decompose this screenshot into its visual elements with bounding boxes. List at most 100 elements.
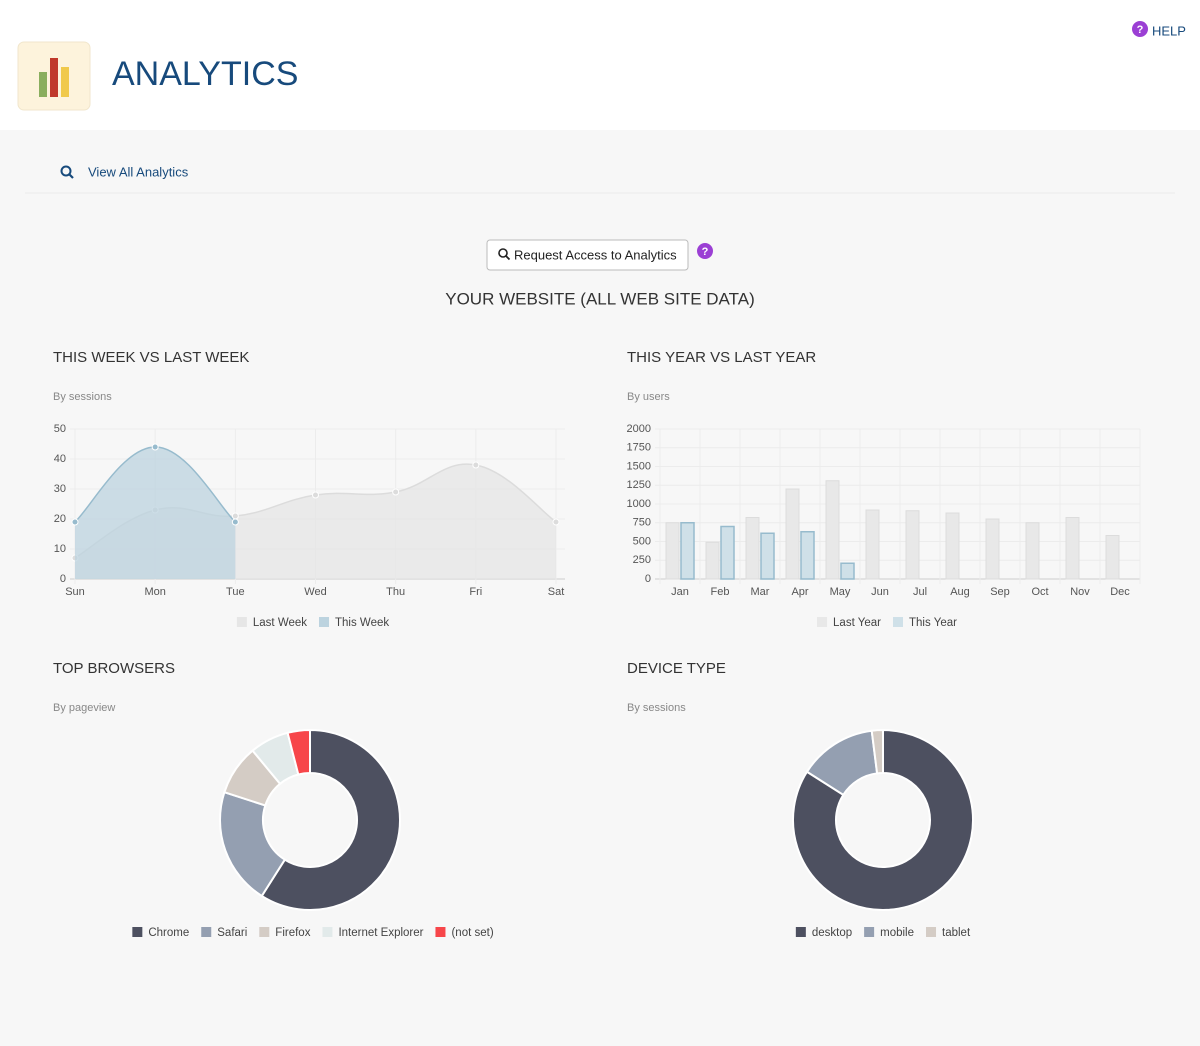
legend-label: Internet Explorer bbox=[338, 927, 423, 939]
legend-swatch bbox=[435, 927, 446, 937]
request-button-label[interactable]: Request Access to Analytics bbox=[514, 247, 677, 262]
x-tick-label: Oct bbox=[1031, 586, 1048, 598]
logo-bar bbox=[50, 58, 58, 97]
legend-label: Last Week bbox=[253, 617, 307, 629]
slice bbox=[286, 728, 311, 776]
bar bbox=[760, 532, 775, 580]
x-tick-label: Sat bbox=[548, 586, 565, 598]
button-icon bbox=[498, 248, 508, 258]
legend-swatch bbox=[795, 927, 806, 937]
x-tick-label: Apr bbox=[791, 586, 808, 598]
x-tick-label: May bbox=[830, 586, 851, 598]
bar bbox=[840, 562, 855, 580]
bar bbox=[1025, 522, 1040, 580]
bar bbox=[705, 541, 720, 580]
y-tick-label: 1750 bbox=[627, 442, 651, 454]
x-tick-label: Nov bbox=[1070, 586, 1090, 598]
y-tick-label: 500 bbox=[633, 535, 651, 547]
help-link[interactable]: HELP bbox=[1152, 23, 1186, 38]
search-icon bbox=[60, 165, 72, 177]
y-tick-label: 250 bbox=[633, 554, 651, 566]
legend-swatch bbox=[236, 617, 247, 627]
x-tick-label: Dec bbox=[1110, 586, 1130, 598]
bar bbox=[720, 525, 735, 580]
legend-label: This Week bbox=[335, 617, 389, 629]
y-tick-label: 0 bbox=[60, 573, 66, 585]
x-tick-label: Sep bbox=[990, 586, 1010, 598]
slice bbox=[260, 728, 401, 911]
page-title: ANALYTICS bbox=[112, 55, 298, 93]
bar bbox=[665, 522, 680, 580]
legend-swatch bbox=[132, 927, 143, 937]
request-button[interactable] bbox=[486, 239, 689, 271]
y-tick-label: 40 bbox=[54, 453, 66, 465]
legend-swatch bbox=[319, 617, 330, 627]
y-tick-label: 50 bbox=[54, 423, 66, 435]
chart-subtitle: By sessions bbox=[53, 391, 112, 403]
logo-bar bbox=[61, 67, 69, 97]
info-icon[interactable] bbox=[697, 243, 713, 259]
chart-title: TOP BROWSERS bbox=[53, 660, 175, 677]
point bbox=[151, 443, 159, 451]
legend-label: Last Year bbox=[833, 617, 881, 629]
info-icon-glyph: ? bbox=[702, 246, 709, 258]
bar bbox=[745, 517, 760, 580]
bar bbox=[785, 488, 800, 580]
x-tick-label: Wed bbox=[304, 586, 326, 598]
chart-title: THIS YEAR VS LAST YEAR bbox=[627, 349, 816, 366]
legend-label: Safari bbox=[217, 927, 247, 939]
help-icon-glyph: ? bbox=[1137, 24, 1144, 36]
y-tick-label: 20 bbox=[54, 513, 66, 525]
nav-link[interactable]: View All Analytics bbox=[88, 164, 189, 179]
header-bg bbox=[0, 0, 1200, 130]
y-tick-label: 10 bbox=[54, 543, 66, 555]
bar bbox=[985, 518, 1000, 580]
x-tick-label: Thu bbox=[386, 586, 405, 598]
legend: Chrome Safari Firefox Internet Explorer (not… bbox=[132, 927, 494, 939]
y-tick-label: 1250 bbox=[627, 479, 651, 491]
legend: desktop mobile tablet bbox=[795, 927, 971, 939]
x-tick-label: Jan bbox=[671, 586, 689, 598]
x-tick-label: Mar bbox=[751, 586, 770, 598]
legend-swatch bbox=[322, 927, 333, 937]
legend-label: mobile bbox=[880, 927, 914, 939]
legend-label: This Year bbox=[909, 617, 957, 629]
point bbox=[71, 518, 79, 526]
x-tick-label: Sun bbox=[65, 586, 85, 598]
legend-swatch bbox=[201, 927, 212, 937]
y-tick-label: 750 bbox=[633, 517, 651, 529]
bar bbox=[945, 512, 960, 580]
y-tick-label: 1000 bbox=[627, 498, 651, 510]
help-icon[interactable] bbox=[1132, 21, 1148, 37]
bar bbox=[905, 510, 920, 580]
chart-title: THIS WEEK VS LAST WEEK bbox=[53, 349, 249, 366]
point bbox=[392, 488, 400, 496]
x-tick-label: Fri bbox=[469, 586, 482, 598]
section-title: YOUR WEBSITE (ALL WEB SITE DATA) bbox=[445, 289, 755, 308]
point bbox=[231, 512, 239, 520]
series-area bbox=[75, 447, 236, 579]
y-tick-label: 1500 bbox=[627, 460, 651, 472]
x-tick-label: Jun bbox=[871, 586, 889, 598]
search-icon bbox=[68, 173, 74, 179]
legend-swatch bbox=[864, 927, 875, 937]
chart-subtitle: By users bbox=[627, 391, 670, 403]
x-tick-label: Feb bbox=[711, 586, 730, 598]
bar bbox=[800, 531, 815, 580]
legend-label: tablet bbox=[942, 927, 971, 939]
legend-label: (not set) bbox=[451, 927, 493, 939]
y-tick-label: 2000 bbox=[627, 423, 651, 435]
legend-label: Chrome bbox=[148, 927, 189, 939]
bar bbox=[825, 480, 840, 580]
button-icon bbox=[505, 255, 511, 261]
point bbox=[552, 518, 560, 526]
y-tick-label: 0 bbox=[645, 573, 651, 585]
legend-swatch bbox=[893, 617, 904, 627]
legend-label: desktop bbox=[812, 927, 852, 939]
x-tick-label: Mon bbox=[144, 586, 165, 598]
legend-swatch bbox=[817, 617, 828, 627]
slice bbox=[792, 728, 974, 911]
bar bbox=[1105, 535, 1120, 580]
chart-title: DEVICE TYPE bbox=[627, 660, 726, 677]
